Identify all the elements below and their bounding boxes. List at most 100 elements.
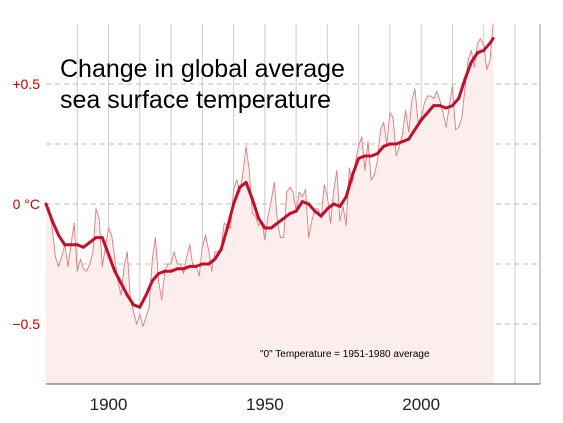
annual-segment (173, 251, 178, 265)
smoothed-segment (119, 281, 129, 297)
annual-segment (386, 112, 391, 145)
smoothed-segment (107, 252, 117, 273)
annual-segment (170, 251, 175, 265)
annual-segment (61, 244, 66, 258)
annual-segment (370, 174, 375, 181)
annual-segment (54, 256, 59, 267)
annual-segment (255, 215, 260, 227)
smoothed-segment (125, 293, 136, 307)
smoothed-segment (44, 202, 54, 223)
area-fill-layer (46, 24, 494, 384)
annual-segment (336, 169, 341, 222)
annual-segment (136, 313, 141, 325)
annual-segment (480, 37, 485, 47)
annual-segment (292, 191, 297, 212)
annual-segment (339, 205, 344, 222)
smoothed-segment (457, 77, 467, 100)
annual-segment (411, 88, 416, 102)
annual-segment (123, 251, 128, 267)
smoothed-segment (375, 144, 386, 156)
smoothed-segment (213, 248, 223, 261)
x-tick-label: 2000 (402, 395, 440, 414)
smoothed-segment (319, 207, 329, 218)
annual-segment (133, 311, 138, 325)
smoothed-segment (57, 233, 67, 247)
annual-segment (139, 313, 144, 327)
annual-segment (270, 181, 275, 203)
annual-segment (452, 85, 457, 131)
smoothed-segment (257, 216, 267, 230)
smoothed-segment (219, 226, 229, 252)
annual-segment (383, 121, 388, 145)
smoothed-segment (113, 269, 123, 285)
annual-segment (120, 265, 125, 296)
annual-segment (205, 234, 210, 251)
annual-segment (405, 109, 410, 133)
annual-segment (273, 181, 278, 222)
annual-segment (448, 85, 453, 107)
tick-labels: +0.5 0 °C −0.5 1900 1950 2000 (12, 76, 440, 414)
annual-segment (242, 145, 247, 174)
annual-segment (267, 201, 272, 217)
smoothed-segment (100, 236, 111, 256)
annual-segment (401, 109, 407, 135)
annual-segment (283, 191, 288, 239)
baseline-note: "0" Temperature = 1951-1980 average (260, 349, 430, 360)
annual-segment (186, 244, 191, 258)
annual-segment (458, 117, 463, 128)
annual-segment (380, 121, 385, 131)
y-tick-label: +0.5 (12, 76, 40, 92)
annual-segment (389, 112, 394, 119)
smoothed-segment (463, 60, 473, 81)
annual-segment (358, 136, 363, 147)
annual-segment (323, 184, 328, 198)
smoothed-segment (344, 173, 354, 199)
smoothed-segment (413, 118, 423, 132)
annual-segment (64, 244, 69, 267)
y-tick-label: −0.5 (12, 316, 40, 332)
annual-segment (126, 251, 131, 301)
smoothed-segment (150, 272, 161, 283)
annual-segment (408, 100, 413, 133)
smoothed-segment (450, 96, 461, 108)
annual-segment (98, 217, 103, 267)
annual-segment (305, 189, 310, 239)
annual-segment (251, 213, 256, 217)
smoothed-segment (482, 41, 492, 52)
annual-segment (101, 246, 106, 267)
annual-segment (108, 227, 113, 236)
smoothed-segment (138, 293, 148, 309)
annual-segment (198, 246, 203, 277)
chart-title: Change in global average sea surface tem… (60, 55, 345, 114)
chart-title-line-2: sea surface temperature (60, 86, 331, 114)
chart-title-line-1: Change in global average (60, 55, 345, 83)
annual-segment (477, 37, 482, 44)
annual-segment (333, 169, 338, 193)
annual-segment (373, 160, 378, 176)
annual-segment (189, 244, 194, 267)
annual-segment (433, 90, 438, 99)
smoothed-segment (407, 128, 417, 141)
annual-segment (89, 251, 94, 265)
annual-segment (95, 208, 100, 219)
annual-segment (467, 49, 472, 61)
annual-segment (70, 222, 75, 246)
annual-segment (486, 59, 491, 71)
annual-segment (79, 258, 84, 270)
smoothed-segment (488, 36, 495, 45)
annual-segment (67, 244, 72, 267)
annual-segment (233, 179, 238, 191)
annual-segment (161, 270, 166, 301)
annual-segment (201, 234, 206, 248)
y-tick-label: 0 °C (13, 196, 40, 212)
annual-segment (395, 145, 400, 157)
annual-segment (308, 220, 313, 239)
annual-segment (326, 196, 331, 224)
annual-segment (92, 208, 97, 253)
x-tick-label: 1950 (246, 395, 284, 414)
smoothed-segment (419, 111, 429, 122)
annual-segment (342, 205, 347, 227)
smoothed-segment (425, 104, 436, 115)
smoothed-segment (469, 51, 479, 64)
